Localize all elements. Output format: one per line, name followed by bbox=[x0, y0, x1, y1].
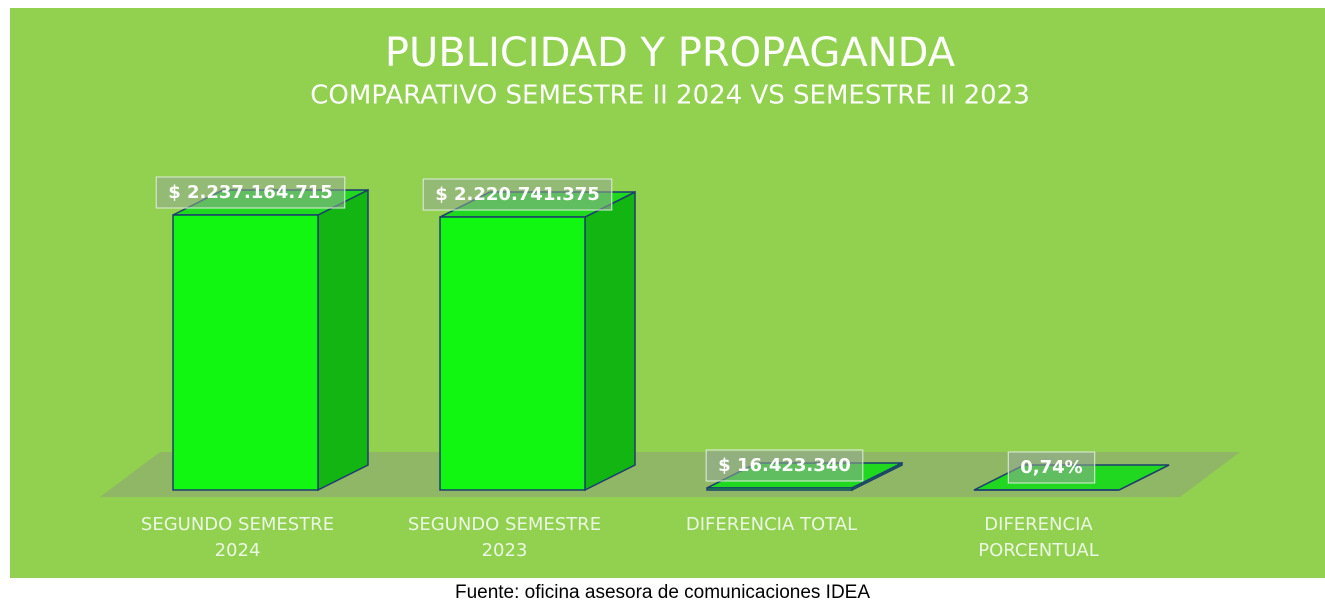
bar bbox=[172, 188, 369, 492]
data-label: $ 2.237.164.715 bbox=[168, 182, 333, 203]
data-label: $ 16.423.340 bbox=[718, 455, 851, 476]
data-label: $ 2.220.741.375 bbox=[435, 184, 600, 205]
chart-subtitle: COMPARATIVO SEMESTRE II 2024 VS SEMESTRE… bbox=[310, 81, 1029, 111]
floor bbox=[100, 452, 1240, 497]
bar bbox=[439, 190, 636, 492]
data-label-box bbox=[705, 449, 864, 482]
x-tick-label: SEGUNDO SEMESTRE 2024 bbox=[140, 514, 335, 561]
bar-front bbox=[706, 487, 853, 491]
data-label-box bbox=[1007, 451, 1096, 484]
bar-front bbox=[172, 214, 319, 491]
x-tick-label: DIFERENCIA TOTAL bbox=[685, 514, 858, 535]
bar-side bbox=[317, 188, 369, 492]
source: Fuente: oficina asesora de comunicacione… bbox=[454, 582, 871, 603]
data-label: 0,74% bbox=[1020, 457, 1082, 478]
bar-front bbox=[439, 216, 586, 491]
chart-title: PUBLICIDAD Y PROPAGANDA bbox=[385, 30, 956, 76]
data-label-box bbox=[422, 178, 613, 211]
x-tick-label: DIFERENCIA PORCENTUAL bbox=[978, 514, 1099, 561]
bar-side bbox=[584, 190, 636, 492]
data-label-box bbox=[155, 176, 346, 209]
x-tick-label: SEGUNDO SEMESTRE 2023 bbox=[407, 514, 602, 561]
